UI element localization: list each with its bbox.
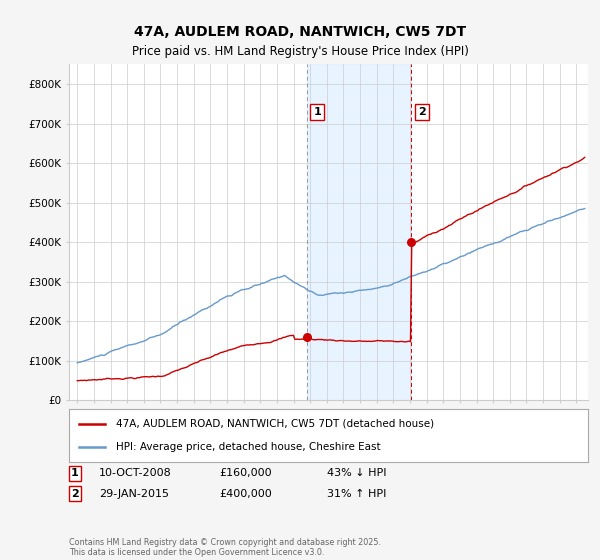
Text: Price paid vs. HM Land Registry's House Price Index (HPI): Price paid vs. HM Land Registry's House … [131,45,469,58]
Bar [307,64,412,400]
Text: 47A, AUDLEM ROAD, NANTWICH, CW5 7DT (detached house): 47A, AUDLEM ROAD, NANTWICH, CW5 7DT (det… [116,419,434,429]
Text: 1: 1 [71,468,79,478]
Point [407,238,416,247]
Text: 2: 2 [418,107,426,117]
Text: HPI: Average price, detached house, Cheshire East: HPI: Average price, detached house, Ches… [116,442,380,452]
Text: 1: 1 [313,107,321,117]
Text: 10-OCT-2008: 10-OCT-2008 [99,468,172,478]
Text: 29-JAN-2015: 29-JAN-2015 [99,489,169,499]
Text: 43% ↓ HPI: 43% ↓ HPI [327,468,386,478]
Point [302,333,311,342]
Text: Contains HM Land Registry data © Crown copyright and database right 2025.
This d: Contains HM Land Registry data © Crown c… [69,538,381,557]
Text: £160,000: £160,000 [219,468,272,478]
Text: £400,000: £400,000 [219,489,272,499]
Text: 31% ↑ HPI: 31% ↑ HPI [327,489,386,499]
Text: 2: 2 [71,489,79,499]
Text: 47A, AUDLEM ROAD, NANTWICH, CW5 7DT: 47A, AUDLEM ROAD, NANTWICH, CW5 7DT [134,25,466,39]
